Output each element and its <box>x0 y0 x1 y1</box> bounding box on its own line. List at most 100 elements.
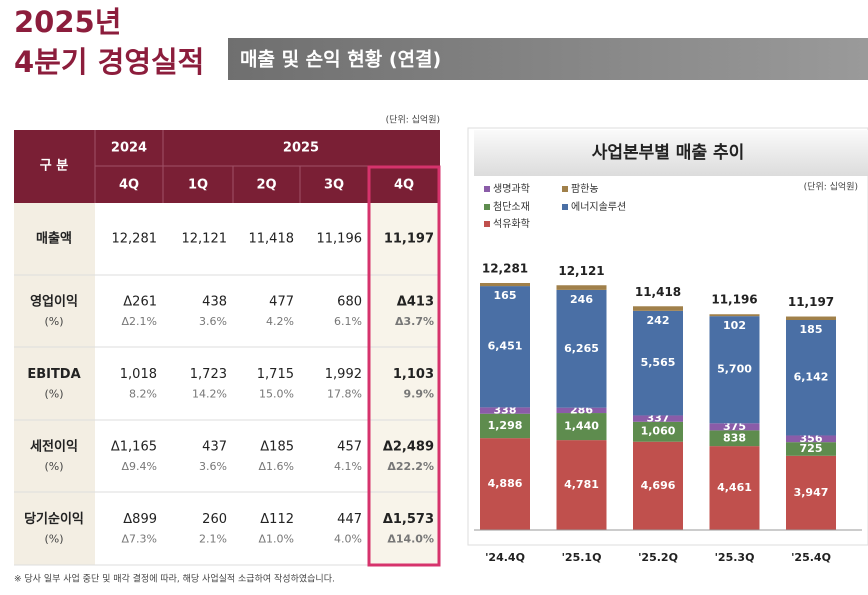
x-tick-label: '25.4Q <box>791 551 831 564</box>
cell-pct: Δ14.0% <box>387 533 434 546</box>
bar-segment <box>556 407 607 414</box>
bar-segment <box>709 423 760 431</box>
cell-value: Δ112 <box>260 512 294 527</box>
legend-label: 팜한농 <box>571 183 599 195</box>
label-column <box>14 203 95 565</box>
cell-pct: 8.2% <box>129 388 157 401</box>
cell-pct: Δ7.3% <box>122 533 157 546</box>
segment-label: 4,886 <box>488 477 523 490</box>
cell-value: 447 <box>337 512 362 527</box>
x-tick-label: '24.4Q <box>485 551 525 564</box>
chart-panel <box>467 127 868 546</box>
bar-segment <box>480 413 530 439</box>
row-label: 영업이익 <box>30 294 78 310</box>
cell-pct: Δ9.4% <box>122 460 157 473</box>
bar-segment <box>786 435 836 443</box>
segment-label: 5,565 <box>641 356 676 369</box>
segment-label: 6,451 <box>488 340 523 353</box>
segment-label: 3,947 <box>794 486 829 499</box>
bar-segment <box>556 440 607 530</box>
cell-value: 457 <box>337 440 362 455</box>
bar-segment <box>709 316 760 424</box>
cell-value: 1,715 <box>257 367 294 382</box>
cell-value: 437 <box>202 440 227 455</box>
table-corner: 구 분 <box>40 159 68 174</box>
quarter-header: 2Q <box>256 178 276 193</box>
cell-value: Δ1,165 <box>111 440 157 455</box>
bar-segment <box>480 286 530 408</box>
cell-pct: 4.1% <box>334 460 362 473</box>
cell-pct: 17.8% <box>327 388 362 401</box>
cell-pct: Δ22.2% <box>387 460 434 473</box>
row-label: EBITDA <box>27 367 80 382</box>
x-tick-label: '25.1Q <box>562 551 602 564</box>
section-title: 매출 및 손익 현황 (연결) <box>240 48 441 71</box>
total-label: 11,196 <box>711 293 757 307</box>
cell-value: Δ413 <box>397 295 434 310</box>
bar-segment <box>556 413 607 441</box>
section-banner <box>228 38 868 80</box>
cell-value: Δ185 <box>260 440 294 455</box>
segment-label: 102 <box>723 319 746 332</box>
cell-value: 680 <box>337 295 362 310</box>
footnote: ※ 당사 일부 사업 중단 및 매각 결정에 따라, 해당 사업실적 소급하여 … <box>14 573 335 585</box>
cell-value: 1,018 <box>120 367 157 382</box>
legend-label: 첨단소재 <box>493 201 530 213</box>
cell-pct: 4.0% <box>334 533 362 546</box>
segment-label: 4,696 <box>641 479 676 492</box>
bar-segment <box>633 421 683 442</box>
legend-swatch <box>562 186 568 192</box>
segment-label: 6,265 <box>564 342 599 355</box>
cell-value: 1,992 <box>325 367 362 382</box>
bar-segment <box>709 430 760 447</box>
bar-segment <box>786 316 836 320</box>
segment-label: 1,298 <box>488 419 523 432</box>
row-sublabel: (%) <box>44 533 63 546</box>
bar-segment <box>709 446 760 530</box>
cell-pct: 6.1% <box>334 315 362 328</box>
cell-pct: Δ1.0% <box>259 533 294 546</box>
bar-segment <box>786 455 836 530</box>
total-label: 12,281 <box>482 262 528 276</box>
row-label: 매출액 <box>36 231 72 247</box>
bar-segment <box>709 314 760 317</box>
highlight-column <box>368 203 440 565</box>
segment-label: 725 <box>800 442 823 455</box>
bar-segment <box>556 285 607 290</box>
quarter-header: 4Q <box>394 178 414 193</box>
cell-pct: 3.6% <box>199 315 227 328</box>
segment-label: 4,781 <box>564 478 599 491</box>
cell-pct: 3.6% <box>199 460 227 473</box>
quarter-header: 3Q <box>324 178 344 193</box>
cell-value: 12,281 <box>112 232 158 247</box>
title: 2025년 <box>14 5 121 39</box>
x-tick-label: '25.2Q <box>638 551 678 564</box>
chart-unit: (단위: 십억원) <box>804 181 858 193</box>
cell-value: 438 <box>202 295 227 310</box>
segment-label: 246 <box>570 293 593 306</box>
cell-value: 11,418 <box>249 232 295 247</box>
row-label: 당기순이익 <box>24 511 84 527</box>
bar-segment <box>633 306 683 311</box>
segment-label: 838 <box>723 431 746 444</box>
bar-segment <box>786 442 836 456</box>
legend-label: 생명과학 <box>493 183 530 195</box>
segment-label: 6,142 <box>794 371 829 384</box>
segment-label: 165 <box>494 289 517 302</box>
year-header: 2024 <box>111 141 147 156</box>
segment-label: 4,461 <box>717 481 752 494</box>
legend-swatch <box>484 186 490 192</box>
row-label: 세전이익 <box>30 439 78 455</box>
cell-value: 12,121 <box>182 232 228 247</box>
segment-label: 1,440 <box>564 420 599 433</box>
x-tick-label: '25.3Q <box>715 551 755 564</box>
unit: (단위: 십억원) <box>386 114 440 126</box>
cell-pct: 15.0% <box>259 388 294 401</box>
cell-value: 11,196 <box>317 232 363 247</box>
cell-pct: Δ1.6% <box>259 460 294 473</box>
bar-segment <box>480 283 530 287</box>
total-label: 12,121 <box>558 264 604 278</box>
segment-label: 1,060 <box>641 425 676 438</box>
bar-segment <box>633 310 683 416</box>
